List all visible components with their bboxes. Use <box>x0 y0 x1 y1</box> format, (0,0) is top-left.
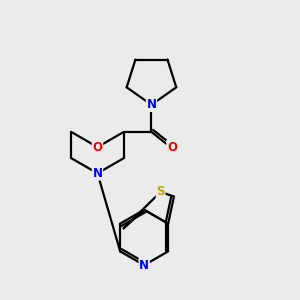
Text: N: N <box>139 259 149 272</box>
Text: N: N <box>146 98 157 111</box>
Text: N: N <box>92 167 103 180</box>
Text: O: O <box>92 141 103 154</box>
Text: S: S <box>156 185 165 198</box>
Text: O: O <box>167 141 177 154</box>
